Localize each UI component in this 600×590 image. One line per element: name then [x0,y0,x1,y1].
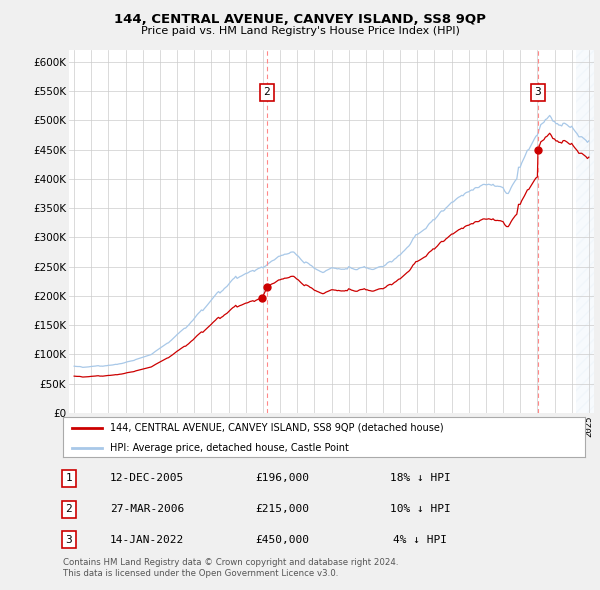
Text: 144, CENTRAL AVENUE, CANVEY ISLAND, SS8 9QP (detached house): 144, CENTRAL AVENUE, CANVEY ISLAND, SS8 … [110,423,443,433]
Text: £196,000: £196,000 [255,474,309,483]
Bar [576,50,598,413]
Text: 12-DEC-2005: 12-DEC-2005 [110,474,184,483]
Text: 3: 3 [535,87,541,97]
Text: HPI: Average price, detached house, Castle Point: HPI: Average price, detached house, Cast… [110,444,349,454]
Text: 18% ↓ HPI: 18% ↓ HPI [389,474,451,483]
Text: 2: 2 [263,87,271,97]
Text: Contains HM Land Registry data © Crown copyright and database right 2024.
This d: Contains HM Land Registry data © Crown c… [63,558,398,578]
Text: 3: 3 [65,535,73,545]
Text: 14-JAN-2022: 14-JAN-2022 [110,535,184,545]
Text: £215,000: £215,000 [255,504,309,514]
Text: 2: 2 [65,504,73,514]
Text: 144, CENTRAL AVENUE, CANVEY ISLAND, SS8 9QP: 144, CENTRAL AVENUE, CANVEY ISLAND, SS8 … [114,13,486,26]
Text: 10% ↓ HPI: 10% ↓ HPI [389,504,451,514]
Text: 1: 1 [65,474,73,483]
Text: Price paid vs. HM Land Registry's House Price Index (HPI): Price paid vs. HM Land Registry's House … [140,26,460,36]
Text: 4% ↓ HPI: 4% ↓ HPI [393,535,447,545]
Text: £450,000: £450,000 [255,535,309,545]
Text: 27-MAR-2006: 27-MAR-2006 [110,504,184,514]
